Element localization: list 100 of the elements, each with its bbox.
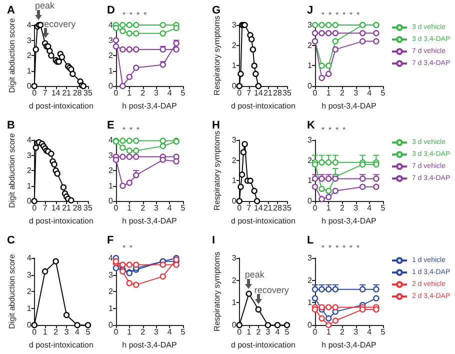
x-tick-label: 5 <box>380 88 386 98</box>
chart-title: D <box>107 4 115 16</box>
x-tick-label: 4 <box>367 88 372 98</box>
x-tick-label: 1 <box>42 328 48 337</box>
x-tick-label: 2 <box>340 204 345 213</box>
y-tick-label: 2 <box>232 156 237 165</box>
x-tick-label: 4 <box>167 88 172 98</box>
x-tick-label: 21 <box>263 88 273 98</box>
x-axis-title: d post-intoxication <box>230 340 296 350</box>
x-tick-label: 5 <box>380 328 386 337</box>
text: * <box>129 126 133 134</box>
x-tick-label: 4 <box>275 328 280 337</box>
x-tick-label: 28 <box>72 88 82 98</box>
text: * <box>349 10 353 20</box>
y-tick-label: 1 <box>232 61 237 70</box>
y-tick-label: 3 <box>26 36 32 45</box>
y-axis-title: Respiratory symptoms <box>212 16 222 96</box>
y-tick-label: 4 <box>108 20 114 30</box>
x-axis-title: h post-3,4-DAP <box>122 102 177 110</box>
x-tick-label: 5 <box>380 204 386 213</box>
y-tick-label: 0 <box>108 320 114 330</box>
y-tick-label: 1 <box>26 181 32 190</box>
x-axis-title: d post-intoxication <box>230 216 296 226</box>
text: * <box>335 244 339 252</box>
x-tick-label: 7 <box>42 88 48 98</box>
x-tick-label: 3 <box>154 328 159 337</box>
x-tick-label: 2 <box>256 328 262 337</box>
y-tick-label: 0 <box>308 320 313 330</box>
annotation: peak <box>34 0 55 10</box>
y-tick-label: 2 <box>108 287 114 296</box>
text: * <box>342 244 346 252</box>
y-tick-label: 1 <box>232 176 237 186</box>
annotation: peak <box>244 269 265 280</box>
x-tick-label: 5 <box>284 328 290 337</box>
y-tick-label: 1 <box>308 61 313 70</box>
x-tick-label: 14 <box>254 204 264 213</box>
x-tick-label: 28 <box>72 204 82 213</box>
text: * <box>136 10 140 20</box>
x-tick-label: 35 <box>84 204 93 213</box>
y-tick-label: 3 <box>308 254 313 262</box>
x-tick-label: 1 <box>326 204 332 213</box>
y-tick-label: 3 <box>308 20 313 30</box>
x-tick-label: 1 <box>127 328 132 337</box>
text: * <box>335 126 339 134</box>
x-axis-title: d post-intoxication <box>28 102 94 110</box>
text: * <box>136 126 140 134</box>
y-tick-label: 3 <box>308 136 313 144</box>
y-tick-label: 0 <box>26 196 32 206</box>
x-axis-title: d post-intoxication <box>28 340 94 350</box>
y-tick-label: 4 <box>26 20 32 30</box>
text: * <box>122 10 126 20</box>
y-tick-label: 3 <box>232 254 237 262</box>
x-tick-label: 4 <box>367 328 372 337</box>
y-axis-title: Digit abduction score <box>8 254 16 329</box>
x-axis-title: h post-3,4-DAP <box>122 216 177 226</box>
x-tick-label: 2 <box>140 328 146 337</box>
text: * <box>321 10 325 20</box>
y-tick-label: 3 <box>26 150 32 160</box>
y-tick-label: 2 <box>26 51 32 60</box>
x-tick-label: 7 <box>42 204 48 213</box>
x-tick-label: 2 <box>340 328 345 337</box>
text: * <box>129 10 133 20</box>
y-tick-label: 0 <box>26 320 32 330</box>
x-tick-label: 4 <box>167 204 172 213</box>
chart-title: G <box>212 4 221 16</box>
y-tick-label: 3 <box>108 36 114 45</box>
y-tick-label: 1 <box>108 181 114 190</box>
x-tick-label: 1 <box>127 204 132 213</box>
y-tick-label: 3 <box>26 270 32 280</box>
text: * <box>335 10 339 20</box>
x-tick-label: 14 <box>51 88 61 98</box>
x-tick-label: 21 <box>263 204 273 213</box>
y-tick-label: 1 <box>108 304 114 313</box>
y-tick-label: 0 <box>232 320 237 330</box>
x-tick-label: 2 <box>140 88 146 98</box>
y-tick-label: 2 <box>26 287 32 296</box>
y-tick-label: 2 <box>308 40 313 50</box>
x-tick-label: 1 <box>246 328 252 337</box>
x-tick-label: 28 <box>273 88 282 98</box>
text: * <box>328 10 332 20</box>
text: * <box>129 244 133 252</box>
x-tick-label: 14 <box>51 204 61 213</box>
y-tick-label: 2 <box>308 276 313 285</box>
y-tick-label: 0 <box>232 196 237 206</box>
y-tick-label: 3 <box>232 136 237 144</box>
chart-title: C <box>7 234 15 246</box>
text: * <box>122 126 126 134</box>
x-tick-label: 21 <box>62 204 72 213</box>
y-tick-label: 4 <box>26 254 32 262</box>
chart-title: F <box>107 234 114 246</box>
y-tick-label: 4 <box>108 136 114 144</box>
y-tick-label: 2 <box>26 166 32 176</box>
y-tick-label: 2 <box>108 51 114 60</box>
x-tick-label: 7 <box>246 204 252 213</box>
y-tick-label: 1 <box>232 298 237 308</box>
x-tick-label: 5 <box>180 328 186 337</box>
text: * <box>342 126 346 134</box>
x-tick-label: 5 <box>180 88 186 98</box>
x-tick-label: 4 <box>367 204 372 213</box>
x-tick-label: 4 <box>167 328 172 337</box>
